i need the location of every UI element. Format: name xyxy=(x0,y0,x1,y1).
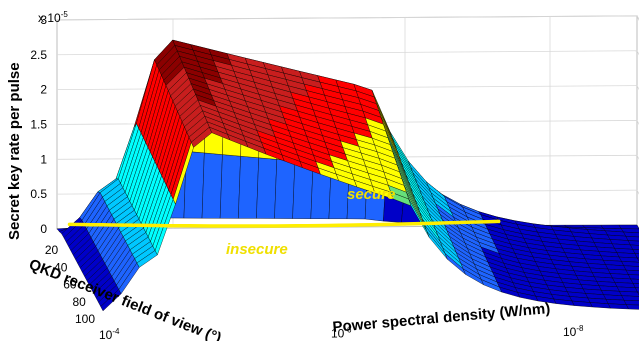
surface-patch xyxy=(620,228,639,234)
z-tick-label: 0.5 xyxy=(30,187,47,201)
surface-patch xyxy=(621,261,639,267)
surface-patch xyxy=(618,256,639,263)
fov-tick-label: 20 xyxy=(45,243,59,257)
secure-region-label: secure xyxy=(347,186,395,203)
surface-patch xyxy=(238,155,259,219)
surface-patch xyxy=(607,303,630,310)
surface-patch xyxy=(618,291,639,297)
surface-patch xyxy=(625,235,639,242)
surface-patch xyxy=(630,278,639,284)
surface-patch xyxy=(623,299,639,306)
z-axis-label: Secret key rate per pulse xyxy=(6,62,23,240)
z-axis-multiplier: x 10-5 xyxy=(38,10,68,25)
surface-patch xyxy=(219,154,241,219)
fov-tick-label: 60 xyxy=(63,278,77,292)
surface-patch xyxy=(632,249,639,255)
psd-tick-label: 10-4 xyxy=(99,327,120,341)
surface-patch xyxy=(623,265,639,272)
y-axis-label: Power spectral density (W/nm) xyxy=(332,300,551,336)
surface-patch xyxy=(629,244,639,250)
secure-boundary-line xyxy=(67,219,501,228)
surface-patch xyxy=(256,157,278,219)
z-tick-label: 1.5 xyxy=(30,117,47,131)
grid-line xyxy=(56,50,638,56)
tick-labels: 0 0.5 1 1.5 2 2.5 3 20 40 60 80 100 10-4 10-6 10-8 xyxy=(30,13,584,341)
insecure-region-label: insecure xyxy=(226,241,288,258)
fov-tick-label: 100 xyxy=(75,312,95,326)
fov-tick-label: 80 xyxy=(72,295,86,309)
psd-tick-label: 10-6 xyxy=(331,325,352,340)
surface-patch xyxy=(623,231,639,238)
z-tick-label: 0 xyxy=(40,222,47,236)
surface-patch xyxy=(618,224,639,230)
surface-patch xyxy=(274,159,296,219)
fov-tick-label: 40 xyxy=(54,260,68,274)
surface-patch xyxy=(625,269,639,276)
grid-line xyxy=(56,15,638,21)
surface-patch xyxy=(634,287,639,293)
surface-mesh xyxy=(56,39,639,312)
surface-patch xyxy=(625,304,639,310)
surface-patch xyxy=(621,295,639,302)
z-tick-label: 1 xyxy=(40,152,47,166)
surface-patch xyxy=(201,152,223,219)
psd-tick-label: 10-8 xyxy=(563,324,584,339)
surface-patch xyxy=(627,240,639,246)
surface-patch xyxy=(627,274,639,280)
surface-patch xyxy=(632,283,639,289)
z-tick-label: 2.5 xyxy=(30,48,47,62)
surface-patch xyxy=(634,253,639,259)
boundary-curve xyxy=(67,219,501,228)
z-tick-label: 3 xyxy=(40,13,47,27)
z-tick-label: 2 xyxy=(40,83,47,97)
